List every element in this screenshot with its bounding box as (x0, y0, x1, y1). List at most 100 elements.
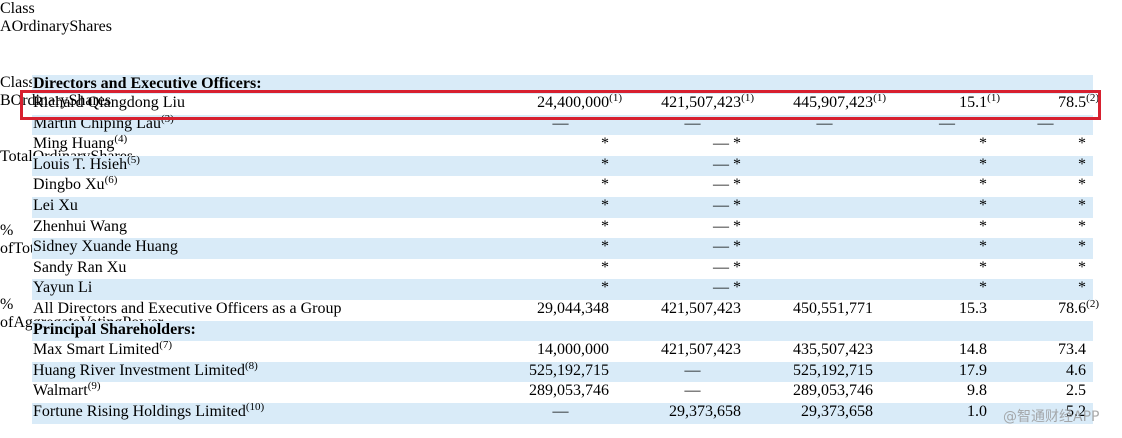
cell: 24,400,000(1) (537, 93, 622, 112)
cell: — (515, 403, 606, 421)
table-row: Louis T. Hsieh(5) * — * * * (32, 154, 1093, 177)
table-row: Ming Huang(4) * — * * * (32, 133, 1093, 156)
name-text: Fortune Rising Holdings Limited (33, 403, 246, 420)
table-row: Lei Xu * — * * * (32, 197, 1093, 218)
name-text: Max Smart Limited (33, 341, 160, 359)
table-row: Walmart(9) 289,053,746 — 289,053,746 9.8 2.5 (32, 381, 1093, 403)
cell: 445,907,423(1) (793, 93, 886, 112)
cell: * (979, 218, 987, 236)
cell: * (601, 238, 609, 256)
cell: * (1078, 176, 1086, 194)
cell-text: 445,907,423 (793, 94, 874, 111)
row-name: Ming Huang(4) (33, 133, 128, 153)
table-row: Huang River Investment Limited(8) 525,192… (32, 359, 1093, 383)
cell-text: * (979, 176, 987, 194)
cell-text: * (979, 135, 987, 153)
header-line: Shares (68, 92, 112, 109)
cell-text: * (1078, 197, 1086, 214)
cell-text: 5.2 (1066, 403, 1086, 420)
footnote-ref: (1) (741, 92, 754, 104)
cell: 1.0 (967, 403, 987, 421)
header-line: % of (0, 222, 14, 257)
name-text: Louis T. Hsieh (33, 155, 128, 173)
footnote-ref: (10) (245, 401, 265, 413)
table-row: All Directors and Executive Officers as … (32, 299, 1099, 321)
cell-text: * (979, 217, 987, 235)
header-line: Class B (0, 74, 35, 109)
cell: 14.8 (959, 341, 987, 359)
cell: 289,053,746 (529, 382, 609, 400)
cell: 78.6(2) (1058, 299, 1099, 318)
cell: * (601, 156, 609, 174)
cell-text: — * (713, 135, 741, 153)
name-text: Lei Xu (33, 197, 78, 214)
column-header: Class AOrdinaryShares (0, 0, 112, 74)
cell: — (647, 362, 738, 380)
header-line: Shares (69, 18, 112, 35)
row-name: Walmart(9) (33, 381, 101, 400)
cell-text: * (1078, 238, 1086, 256)
highlight-box (20, 90, 1101, 120)
cell-text: 525,192,715 (529, 361, 609, 379)
cell-text: * (1078, 279, 1086, 297)
cell-text: — (552, 403, 569, 420)
row-name: Richard Qiangdong Liu (33, 94, 185, 112)
table-row: Zhenhui Wang * — * * * (32, 218, 1093, 239)
cell: 29,373,658 (669, 403, 741, 421)
header-line: Ordinary (11, 18, 70, 35)
header-line: Class A (0, 0, 35, 35)
name-text: Huang River Investment Limited (33, 361, 245, 379)
row-name: Lei Xu (33, 197, 78, 215)
cell-text: 289,053,746 (529, 382, 609, 400)
cell-text: * (601, 258, 609, 276)
table-row: Directors and Executive Officers: (32, 75, 1093, 94)
footnote-ref: (4) (114, 133, 128, 146)
cell-text: — * (713, 155, 741, 173)
row-name: Yayun Li (33, 279, 92, 297)
cell-text: * (601, 155, 609, 173)
cell: — * (713, 279, 741, 297)
row-name: Fortune Rising Holdings Limited(10) (33, 401, 265, 421)
cell-text: — * (713, 176, 741, 194)
cell-text: 29,373,658 (801, 403, 873, 420)
cell-text: * (1078, 217, 1086, 235)
table-row: Yayun Li * — * * * (32, 279, 1093, 300)
cell: 525,192,715 (793, 362, 873, 380)
name-text: Richard Qiangdong Liu (33, 94, 185, 111)
cell-text: 421,507,423 (661, 94, 742, 111)
cell-text: 73.4 (1058, 341, 1086, 359)
cell: * (601, 197, 609, 215)
header-line: Total (0, 148, 33, 165)
row-name: All Directors and Executive Officers as … (33, 300, 341, 318)
name-text: Sandy Ran Xu (33, 258, 127, 276)
cell: 73.4 (1058, 341, 1086, 359)
cell-text: * (979, 155, 987, 173)
name-text: Zhenhui Wang (33, 217, 127, 235)
cell: 15.1(1) (959, 92, 1000, 112)
section-header: Directors and Executive Officers: (33, 75, 262, 92)
cell-text: 4.6 (1066, 361, 1086, 379)
cell: 2.5 (1066, 382, 1086, 400)
cell: — * (713, 218, 741, 236)
table-row: Fortune Rising Holdings Limited(10) — 29,3… (32, 401, 1093, 424)
cell: 14,000,000 (537, 341, 609, 359)
cell-text: 29,373,658 (669, 403, 741, 420)
header-line: % of (0, 296, 14, 331)
cell-text: 9.8 (967, 382, 987, 400)
cell-text: * (601, 135, 609, 153)
cell-text: 435,507,423 (793, 341, 873, 359)
cell: 15.3 (959, 300, 987, 318)
footnote-ref: (1) (987, 92, 1000, 104)
cell: * (1078, 156, 1086, 174)
footnote-ref: (8) (244, 359, 258, 372)
table-row: Richard Qiangdong Liu 24,400,000(1) 421,50… (32, 92, 1099, 115)
cell-text: 2.5 (1066, 382, 1086, 400)
cell-text: 421,507,423 (661, 341, 741, 359)
footnote-ref: (6) (104, 174, 118, 187)
cell: * (1078, 197, 1086, 215)
row-name: Max Smart Limited(7) (33, 340, 172, 359)
cell-text: 15.3 (959, 300, 987, 317)
cell: * (979, 135, 987, 153)
name-text: Ming Huang (33, 135, 115, 153)
